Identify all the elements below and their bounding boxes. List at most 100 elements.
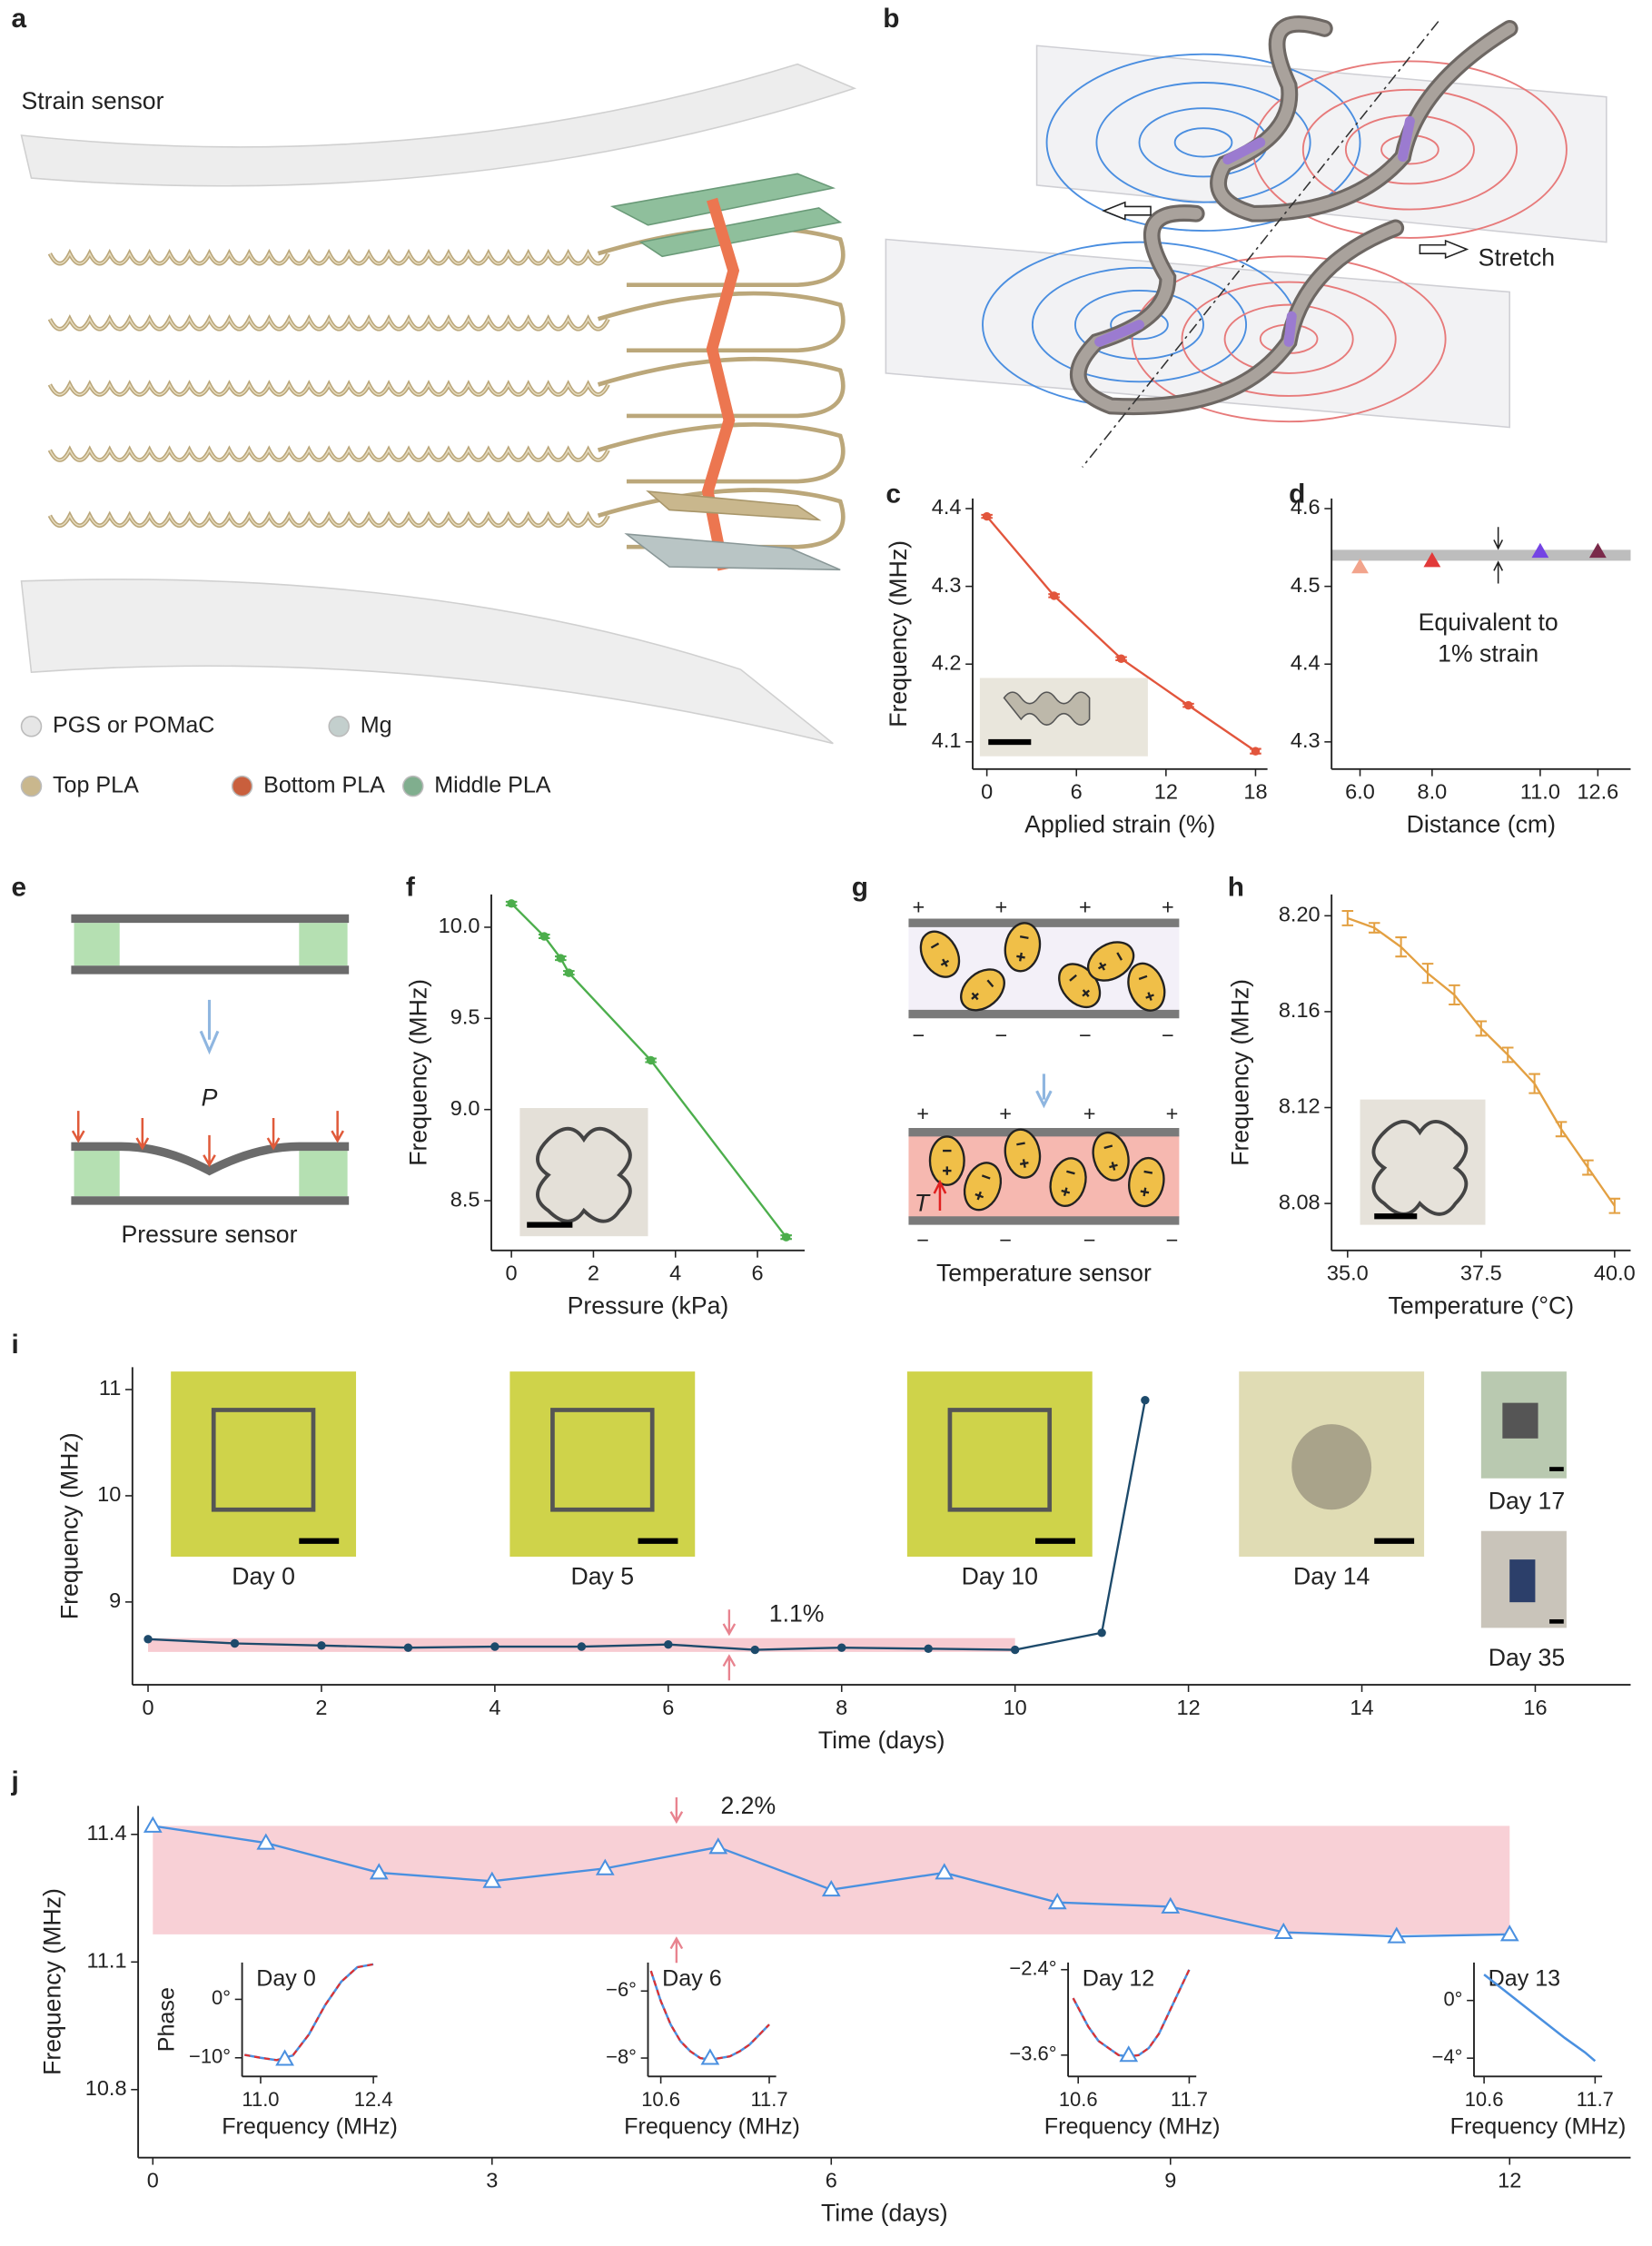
x-axis-label: Frequency (MHz)	[624, 2113, 800, 2139]
caption: Pressure sensor	[122, 1221, 298, 1248]
charge-sign: −	[1079, 1024, 1092, 1047]
dipole-sign	[974, 1174, 991, 1201]
resonance-marker	[1119, 2045, 1139, 2063]
point	[369, 1863, 389, 1880]
x-tick-label: 8.0	[1418, 780, 1448, 804]
point	[1423, 551, 1441, 568]
resonance-marker	[275, 2049, 294, 2066]
x-tick-label: 6	[826, 2169, 837, 2192]
point	[539, 932, 549, 941]
point	[1588, 542, 1607, 559]
x-tick-label: 2	[588, 1262, 599, 1285]
charge-sign: +	[999, 1102, 1012, 1125]
charge-sign: −	[995, 1024, 1008, 1047]
dipole-sign	[1061, 1170, 1075, 1197]
panel-letter: h	[1228, 872, 1244, 902]
x-tick-label: 10	[1004, 1696, 1027, 1719]
x-tick-label: 3	[486, 2169, 498, 2192]
resonance-marker	[700, 2048, 720, 2065]
spacer	[299, 923, 348, 966]
bottom-layer	[20, 579, 834, 745]
error-bar	[1582, 1159, 1594, 1176]
error-bar	[1475, 1020, 1488, 1037]
chart: 10.6 11.7 −2.4° −3.6° Day 12 Frequency (MHz)	[1009, 1957, 1220, 2140]
y-tick-label: 4.6	[1291, 495, 1321, 519]
point	[935, 1863, 955, 1880]
band	[1331, 549, 1631, 561]
dipole-sign	[1016, 935, 1029, 962]
point	[556, 954, 566, 963]
serpentine-row	[49, 448, 609, 461]
legend-label: Top PLA	[53, 772, 139, 797]
annotation: 1% strain	[1438, 639, 1538, 667]
legend-swatch	[20, 716, 43, 737]
x-tick-label: 11.0	[242, 2088, 279, 2111]
x-axis-label: Frequency (MHz)	[1450, 2113, 1627, 2139]
dipole	[919, 930, 961, 978]
y-tick-label: −8°	[606, 2045, 637, 2068]
annotation-arrow	[1493, 527, 1504, 584]
x-tick-label: 0	[147, 2169, 159, 2192]
error-bar	[1608, 1197, 1621, 1214]
charge-sign: +	[1079, 895, 1092, 919]
y-tick-label: 4.2	[932, 650, 962, 674]
y-tick-label: 4.3	[1291, 728, 1321, 752]
charge-sign: +	[1166, 1102, 1179, 1125]
loop	[597, 356, 846, 419]
x-tick-label: 12	[1154, 780, 1178, 804]
device	[1371, 1119, 1469, 1216]
charge-sign: −	[1083, 1229, 1096, 1252]
x-tick-label: 2	[315, 1696, 327, 1719]
annotation-arrow	[722, 1609, 737, 1681]
charge-sign: +	[1162, 895, 1174, 919]
y-tick-label: 8.16	[1279, 998, 1321, 1022]
dipole-sign	[971, 979, 994, 1001]
charge-sign: +	[916, 1102, 929, 1125]
dipole	[1127, 962, 1166, 1012]
y-tick-label: 11.1	[87, 1949, 127, 1973]
point	[1049, 591, 1059, 600]
point	[256, 1833, 276, 1850]
arrow	[933, 1179, 947, 1211]
loop	[597, 291, 846, 353]
panel-letter: a	[12, 4, 27, 34]
y-tick-label: 10.8	[85, 2076, 127, 2100]
pressure-symbol: P	[202, 1084, 218, 1112]
arrow	[1102, 201, 1152, 221]
y-axis-label: Frequency (MHz)	[885, 540, 912, 727]
point	[403, 1643, 413, 1652]
scale-bar	[527, 1222, 573, 1228]
arrow	[199, 999, 220, 1055]
dipole-sign	[943, 1149, 952, 1175]
photo-label: Day 5	[571, 1563, 635, 1590]
x-tick-label: 0	[506, 1262, 518, 1285]
point	[595, 1858, 615, 1875]
spacer	[74, 1151, 120, 1197]
point	[750, 1645, 759, 1655]
error-bar	[1501, 1046, 1514, 1064]
x-tick-label: 11.7	[1577, 2088, 1614, 2111]
point	[1351, 558, 1369, 574]
data-line	[1483, 1974, 1597, 2063]
serpentine	[47, 225, 846, 549]
point	[564, 968, 574, 977]
dipole-sign	[1140, 1170, 1153, 1197]
y-tick-label: 0°	[1443, 1987, 1462, 2010]
photo-label: Day 35	[1489, 1644, 1565, 1671]
panel-letter: i	[12, 1330, 19, 1360]
serpentine-row	[49, 252, 609, 264]
point	[781, 1232, 791, 1242]
photo-label: Day 0	[232, 1563, 295, 1590]
point	[1531, 542, 1549, 559]
photo	[519, 1108, 648, 1237]
legend-label: Mg	[361, 712, 392, 737]
x-axis-label: Distance (cm)	[1407, 811, 1556, 838]
annotation: 1.1%	[769, 1599, 825, 1627]
dipole	[928, 1135, 965, 1186]
charge-sign: +	[913, 895, 925, 919]
diagrams: a Strain sensor PGS or POMaC Mg Top PLA Bot…	[12, 4, 1607, 1628]
scale-bar	[1374, 1213, 1418, 1220]
error-bar	[1528, 1073, 1540, 1094]
top-pla-plate	[646, 490, 822, 521]
